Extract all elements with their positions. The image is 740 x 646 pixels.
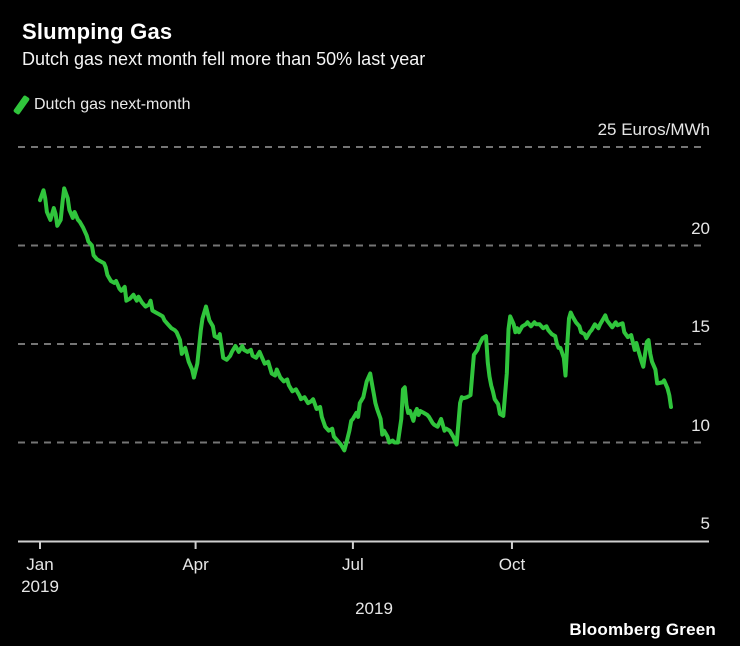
y-tick-label-25: 25 Euros/MWh (597, 120, 710, 139)
x-tick-sublabel-2019: 2019 (21, 577, 59, 596)
x-tick-label-jul: Jul (342, 555, 364, 574)
y-tick-label-15: 15 (691, 317, 710, 336)
y-tick-label-20: 20 (691, 218, 710, 238)
x-tick-label-apr: Apr (182, 555, 209, 574)
x-axis-year-label: 2019 (355, 599, 393, 618)
chart-subtitle: Dutch gas next month fell more than 50% … (22, 49, 426, 69)
legend: Dutch gas next-month (12, 93, 191, 117)
y-tick-label-5: 5 (700, 514, 710, 533)
bloomberg-green-brand: Bloomberg Green (569, 620, 716, 639)
legend-series-label: Dutch gas next-month (34, 96, 191, 113)
x-tick-label-oct: Oct (498, 555, 526, 574)
x-tick-label-jan: Jan (26, 555, 54, 574)
chart-title: Slumping Gas (22, 19, 173, 44)
price-line (38, 186, 673, 453)
y-tick-label-10: 10 (691, 415, 710, 435)
